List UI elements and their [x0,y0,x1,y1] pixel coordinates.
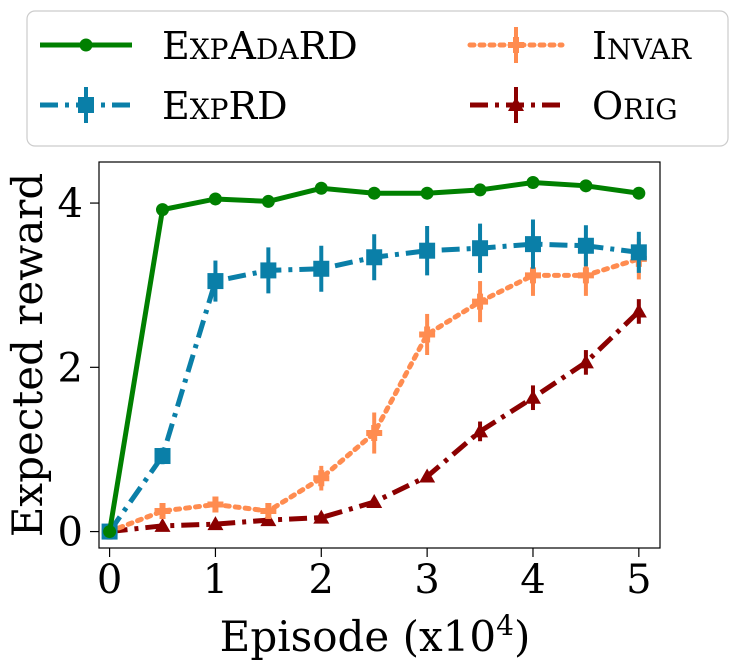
data-point [154,503,171,520]
legend-item-invar: INVAR [467,24,692,68]
y-axis-label: Expected reward [3,173,52,537]
x-axis-label: Episode (x104) [220,609,531,661]
data-point [156,203,170,217]
data-point [630,303,647,318]
x-tick-label: 4 [520,557,545,603]
legend: EXPADARD INVAR EXPRD ORIG [26,10,729,147]
data-point [208,192,222,206]
y-tick-label: 2 [58,345,83,391]
axes-frame [98,161,661,549]
data-point [419,326,436,343]
legend-marker [78,97,94,113]
data-point [632,186,646,200]
data-point [260,262,277,279]
series-expadard [103,176,646,539]
data-point [472,423,489,438]
legend-label: EXPRD [162,84,288,128]
data-point [103,525,117,539]
data-point [577,354,594,369]
data-point [260,503,277,520]
data-point [577,237,594,254]
data-point [473,183,487,197]
data-point [366,425,383,442]
x-tick-label: 2 [309,557,334,603]
data-point [260,512,277,527]
data-point [472,293,489,310]
data-point [207,496,224,513]
legend-item-orig: ORIG [470,84,678,128]
data-point [261,194,275,208]
legend-item-exprd: EXPRD [40,84,288,128]
data-point [524,236,541,253]
data-point [366,494,383,509]
plot-area: 0 1 2 3 4 5 0 2 4 [58,161,661,603]
data-point [154,448,171,465]
data-point [524,389,541,404]
legend-marker [508,97,524,111]
legend-label: INVAR [592,24,692,68]
data-point [419,468,436,483]
data-point [577,267,594,284]
data-point [313,470,330,487]
x-tick-label: 3 [414,557,439,603]
data-point [367,186,381,200]
y-tick-label: 4 [58,181,83,227]
x-tick-label: 0 [97,557,122,603]
y-tick-label: 0 [58,510,83,556]
series-line [107,241,640,534]
data-point [207,273,224,290]
legend-marker [79,38,93,52]
data-point [314,181,328,195]
legend-label: ORIG [592,84,678,128]
data-point [579,179,593,193]
data-point [630,244,647,261]
data-point [524,267,541,284]
series-line [107,256,642,535]
x-tick-label: 5 [626,557,651,603]
data-point [154,517,171,532]
series-exprd [101,219,647,540]
legend-label: EXPADARD [162,24,358,68]
data-point [313,260,330,277]
legend-marker [508,37,524,53]
legend-item-expadard: EXPADARD [40,24,358,68]
x-tick-label: 1 [203,557,228,603]
data-point [207,516,224,531]
data-point [419,242,436,259]
data-point [472,240,489,257]
data-point [526,176,540,190]
data-point [366,249,383,266]
data-point [313,509,330,524]
data-point [420,186,434,200]
